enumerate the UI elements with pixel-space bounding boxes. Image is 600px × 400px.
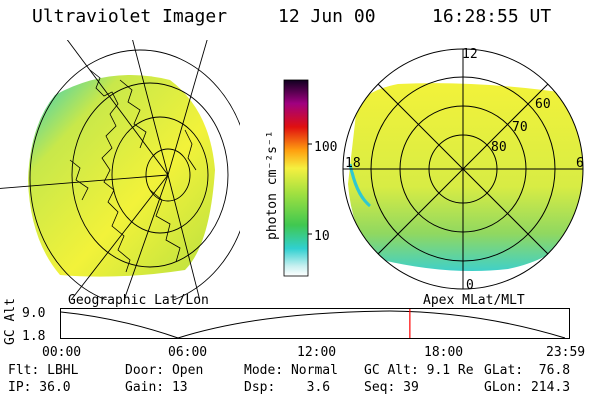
- image-time: 16:28:55 UT: [432, 6, 552, 27]
- info-ip: IP: 36.0: [8, 380, 71, 395]
- time-tick-1200: 12:00: [297, 345, 337, 360]
- polar-mlt-panel: [342, 48, 584, 290]
- info-filter: Flt: LBHL: [8, 363, 79, 378]
- colorbar: [283, 79, 312, 277]
- altitude-tick-high: 9.0: [22, 306, 46, 321]
- info-door: Door: Open: [125, 363, 204, 378]
- info-glat: GLat: 76.8: [484, 363, 571, 378]
- colorbar-tick-10: 10: [314, 229, 330, 244]
- mlat-label-80: 80: [491, 140, 507, 155]
- aurora-glow-region-geographic: [28, 75, 215, 277]
- info-mode: Mode: Normal: [244, 363, 338, 378]
- mlat-label-60: 60: [535, 97, 551, 112]
- mlat-grid: [342, 48, 584, 290]
- info-seq: Seq: 39: [364, 380, 419, 395]
- mlt-label-18: 18: [345, 156, 361, 171]
- info-dsp: Dsp: 3.6: [244, 380, 331, 395]
- mlt-label-6: 6: [576, 156, 584, 171]
- info-gc-alt: GC Alt: 9.1 Re: [364, 363, 474, 378]
- time-tick-0000: 00:00: [42, 345, 82, 360]
- colorbar-unit-label: photon cm⁻²s⁻¹: [265, 130, 280, 240]
- time-tick-2359: 23:59: [546, 345, 586, 360]
- altitude-curve: [60, 310, 566, 339]
- info-gain: Gain: 13: [125, 380, 188, 395]
- lat-lon-grid: [0, 40, 240, 300]
- aurora-glow-region-polar: [348, 83, 583, 272]
- coastline-outline: [69, 69, 197, 273]
- altitude-axis-label: GC Alt: [3, 298, 18, 345]
- time-tick-0600: 06:00: [168, 345, 208, 360]
- colorbar-tick-100: 100: [314, 140, 338, 155]
- geographic-caption: Geographic Lat/Lon: [68, 293, 209, 308]
- image-title: Ultraviolet Imager: [32, 6, 228, 27]
- altitude-tick-low: 1.8: [22, 329, 46, 344]
- image-date: 12 Jun 00: [278, 6, 376, 27]
- mlt-label-0: 0: [466, 278, 474, 293]
- altitude-plot: [60, 308, 570, 339]
- time-tick-1800: 18:00: [424, 345, 464, 360]
- polar-caption: Apex MLat/MLT: [423, 293, 525, 308]
- mlat-label-70: 70: [512, 120, 528, 135]
- geographic-map-panel: [0, 40, 240, 300]
- info-glon: GLon: 214.3: [484, 380, 571, 395]
- mlt-label-12: 12: [462, 47, 478, 62]
